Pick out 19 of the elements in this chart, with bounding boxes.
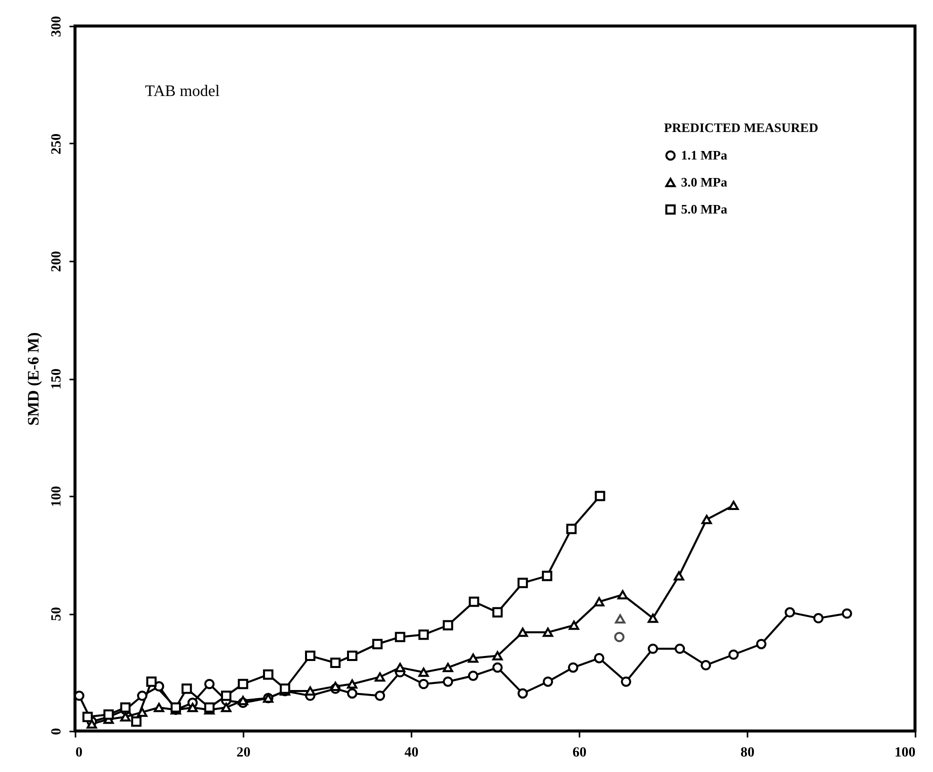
legend-title: PREDICTED MEASURED: [664, 120, 818, 135]
legend-label: 1.1 MPa: [681, 148, 728, 162]
legend-label: 3.0 MPa: [681, 174, 728, 190]
annotation: TAB model: [145, 83, 220, 100]
legend-label: 5.0 MPa: [681, 202, 728, 216]
y-tick-label: 50: [50, 607, 64, 621]
y-tick-label: 150: [50, 368, 64, 390]
x-tick-label: 0: [76, 746, 82, 760]
y-tick-label: 200: [50, 251, 64, 272]
x-tick-label: 20: [236, 746, 250, 760]
x-tick-label: 80: [740, 746, 754, 760]
y-tick-label: 300: [50, 16, 64, 37]
y-tick-label: 0: [50, 728, 64, 735]
x-tick-label: 100: [894, 746, 916, 760]
y-tick-label: 250: [50, 134, 64, 154]
x-tick-label: 40: [404, 746, 418, 760]
y-tick-label: 100: [50, 486, 64, 507]
x-tick-label: 60: [572, 746, 586, 760]
y-axis-title: SMD (E-6 M): [26, 332, 42, 426]
